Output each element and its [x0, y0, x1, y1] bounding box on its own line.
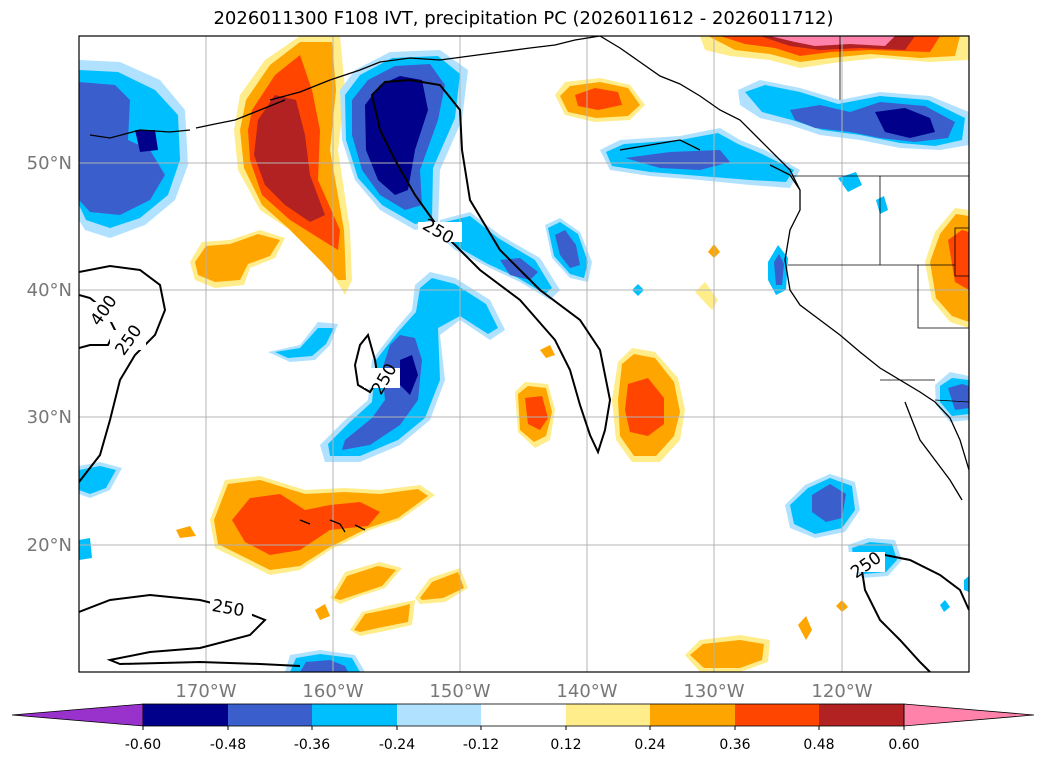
coastlines [89, 36, 969, 533]
precip-region-small-16 [79, 538, 92, 560]
precip-region-small-13 [964, 576, 969, 592]
lon-label-170w: 170°W [175, 681, 236, 702]
precip-region-south-positive-7 [315, 604, 330, 620]
colorbar-tick-4: -0.24 [379, 737, 415, 753]
precip-region-144w-positive [515, 382, 555, 448]
precip-region-bc-negative [738, 80, 969, 150]
lat-label-50n: 50°N [27, 153, 72, 174]
colorbar-tick-1: -0.60 [125, 737, 161, 753]
map-area: 250 400 250 250 250 250 [79, 36, 969, 672]
colorbar-tick-8: 0.36 [719, 737, 750, 753]
latitude-labels: 50°N 40°N 30°N 20°N [27, 153, 72, 556]
map-frame [78, 35, 970, 673]
colorbar-tick-9: 0.48 [803, 737, 834, 753]
precip-region-136w-positive [612, 348, 685, 462]
colorbar-segment-8 [735, 704, 819, 726]
precip-region-offshore-negative [600, 128, 800, 188]
colorbar-tick-6: 0.12 [550, 737, 581, 753]
colorbar-segment-4 [397, 704, 481, 726]
map-title: 2026011300 F108 IVT, precipitation PC (2… [213, 8, 834, 29]
lon-label-120w: 120°W [811, 681, 872, 702]
precip-region-south-negative [285, 650, 365, 672]
graticule [79, 36, 969, 672]
colorbar-extend-min [11, 703, 144, 727]
precip-region-small-12 [940, 600, 950, 612]
precip-region-ne-positive [700, 36, 969, 68]
precip-region-small-17 [176, 526, 196, 538]
precip-region-small-6 [695, 282, 718, 310]
precip-region-hawaii-positive [210, 476, 435, 575]
precip-region-mid-negative [545, 218, 592, 282]
precip-region-small-9 [774, 254, 784, 285]
borders [788, 36, 969, 403]
lon-label-130w: 130°W [683, 681, 744, 702]
precip-region-small-2 [876, 196, 888, 214]
colorbar-segment-9 [819, 704, 904, 726]
colorbar-segment-3 [312, 704, 397, 726]
colorbar-tick-2: -0.48 [210, 737, 246, 753]
precip-region-west-positive [190, 230, 285, 288]
colorbar-segment-5 [481, 704, 566, 726]
precip-region-small-4 [540, 345, 555, 358]
precip-region-south-positive-6 [354, 604, 410, 632]
colorbar: -0.60 -0.48 -0.36 -0.24 -0.12 0.12 0.24 … [11, 703, 1035, 753]
lat-label-30n: 30°N [27, 407, 72, 428]
precip-region-inland-positive [925, 208, 969, 328]
lon-label-160w: 160°W [302, 681, 363, 702]
lat-label-40n: 40°N [27, 280, 72, 301]
precip-region-baja-negative [935, 372, 969, 422]
lon-label-150w: 150°W [429, 681, 490, 702]
precip-region-125w-negative [785, 474, 860, 538]
precip-region-subtropical-negative [320, 272, 505, 462]
longitude-labels: 170°W 160°W 150°W 140°W 130°W 120°W [175, 681, 872, 702]
colorbar-segment-1 [143, 704, 228, 726]
precip-region-south-positive-4 [420, 572, 464, 600]
precip-region-small-3 [268, 322, 338, 362]
precip-region-north-positive [234, 36, 352, 295]
precip-region-south-positive-10 [798, 616, 812, 640]
colorbar-ticks [142, 726, 905, 730]
colorbar-tick-10: 0.60 [888, 737, 919, 753]
colorbar-segment-10 [903, 703, 1035, 727]
colorbar-segment-2 [228, 704, 312, 726]
precip-region-small-15 [79, 466, 116, 494]
colorbar-frame [142, 703, 905, 727]
lat-label-20n: 20°N [27, 535, 72, 556]
colorbar-segment-6 [566, 704, 650, 726]
precip-region-south-positive-2 [334, 566, 396, 600]
colorbar-segment-7 [650, 704, 735, 726]
colorbar-tick-3: -0.36 [294, 737, 330, 753]
lon-label-140w: 140°W [556, 681, 617, 702]
precip-region-south-positive-9 [690, 640, 764, 668]
colorbar-tick-7: 0.24 [634, 737, 665, 753]
precip-region-nw-negative [79, 60, 188, 238]
colorbar-tick-5: -0.12 [463, 737, 499, 753]
precip-region-small-1 [838, 172, 862, 192]
